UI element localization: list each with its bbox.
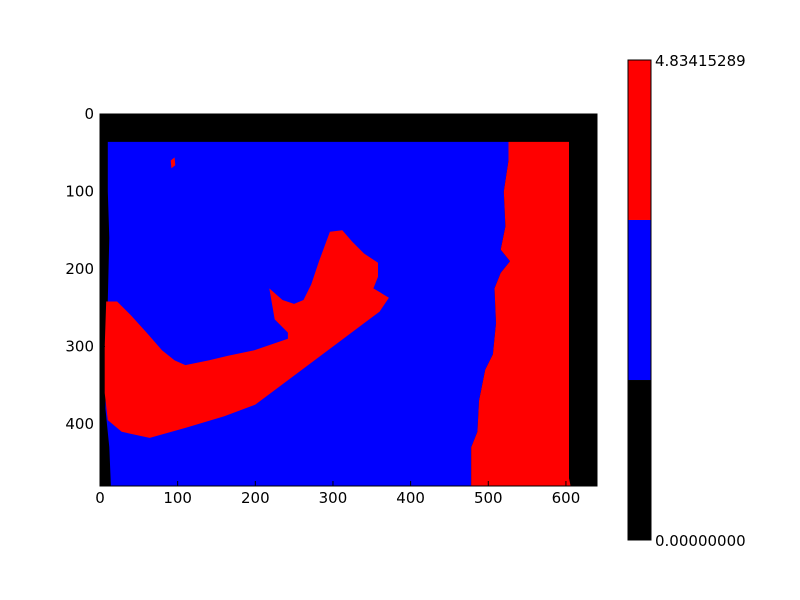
- colorbar-band: [628, 380, 651, 540]
- x-axis-ticks: 0 100 200 300 400 500 600: [95, 114, 580, 507]
- colorbar-band: [628, 219, 651, 381]
- y-tick-label: 300: [65, 338, 94, 356]
- colorbar-frame: [627, 59, 652, 541]
- colorbar-min-label: 0.00000000: [655, 532, 746, 550]
- axes-frame: [99, 113, 598, 487]
- image-region-small-red-spot: [170, 157, 176, 169]
- y-tick-label: 200: [65, 260, 94, 278]
- colorbar-band: [628, 60, 651, 220]
- x-tick-label: 100: [163, 489, 192, 507]
- image-plot: [99, 113, 598, 487]
- y-tick-label: 100: [65, 183, 94, 201]
- y-axis-ticks: 0 100 200 300 400: [65, 105, 597, 433]
- y-tick-label: 400: [65, 415, 94, 433]
- y-tick-label: 0: [84, 105, 94, 123]
- colorbar: 4.83415289 0.00000000: [627, 52, 746, 550]
- x-tick-label: 400: [396, 489, 425, 507]
- image-region-red-band-right: [471, 141, 571, 486]
- image-region-red-arm: [104, 230, 389, 438]
- x-tick-label: 600: [552, 489, 581, 507]
- colorbar-max-label: 4.83415289: [655, 52, 746, 70]
- x-tick-label: 0: [95, 489, 105, 507]
- x-tick-label: 500: [474, 489, 503, 507]
- x-tick-label: 200: [241, 489, 270, 507]
- x-tick-label: 300: [319, 489, 348, 507]
